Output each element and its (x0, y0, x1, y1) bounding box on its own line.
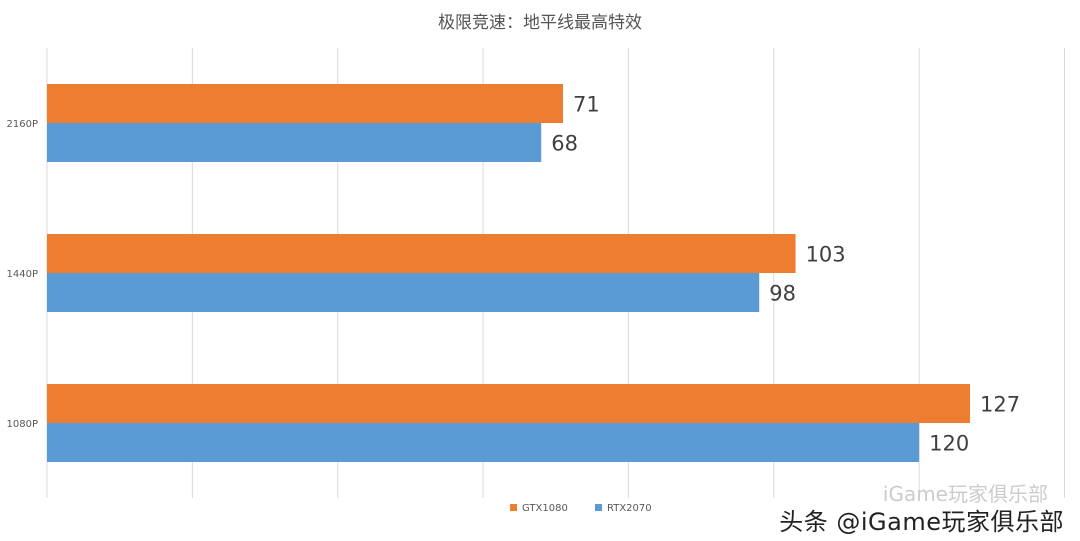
bar-GTX1080-1440P (47, 234, 796, 273)
y-tick-label-1440P: 1440P (7, 269, 38, 280)
legend-label-GTX1080: GTX1080 (522, 503, 568, 514)
legend-swatch-GTX1080 (510, 504, 517, 511)
legend-label-RTX2070: RTX2070 (607, 503, 652, 514)
legend-swatch-RTX2070 (595, 504, 602, 511)
data-label-GTX1080-1080P: 127 (980, 393, 1020, 417)
watermark-text: 头条 @iGame玩家俱乐部 (779, 508, 1064, 536)
data-label-RTX2070-2160P: 68 (551, 132, 578, 156)
bar-RTX2070-1440P (47, 273, 760, 312)
bar-RTX2070-2160P (47, 123, 542, 162)
watermark-faint: iGame玩家俱乐部 (882, 482, 1048, 506)
y-tick-label-2160P: 2160P (7, 119, 38, 130)
data-label-RTX2070-1080P: 120 (929, 432, 969, 456)
data-label-GTX1080-1440P: 103 (806, 243, 846, 267)
bar-GTX1080-2160P (47, 84, 564, 123)
bar-RTX2070-1080P (47, 423, 920, 462)
data-label-GTX1080-2160P: 71 (573, 93, 600, 117)
chart-title: 极限竞速：地平线最高特效 (438, 13, 642, 33)
data-label-RTX2070-1440P: 98 (769, 282, 796, 306)
bar-GTX1080-1080P (47, 384, 970, 423)
y-tick-label-1080P: 1080P (7, 419, 38, 430)
